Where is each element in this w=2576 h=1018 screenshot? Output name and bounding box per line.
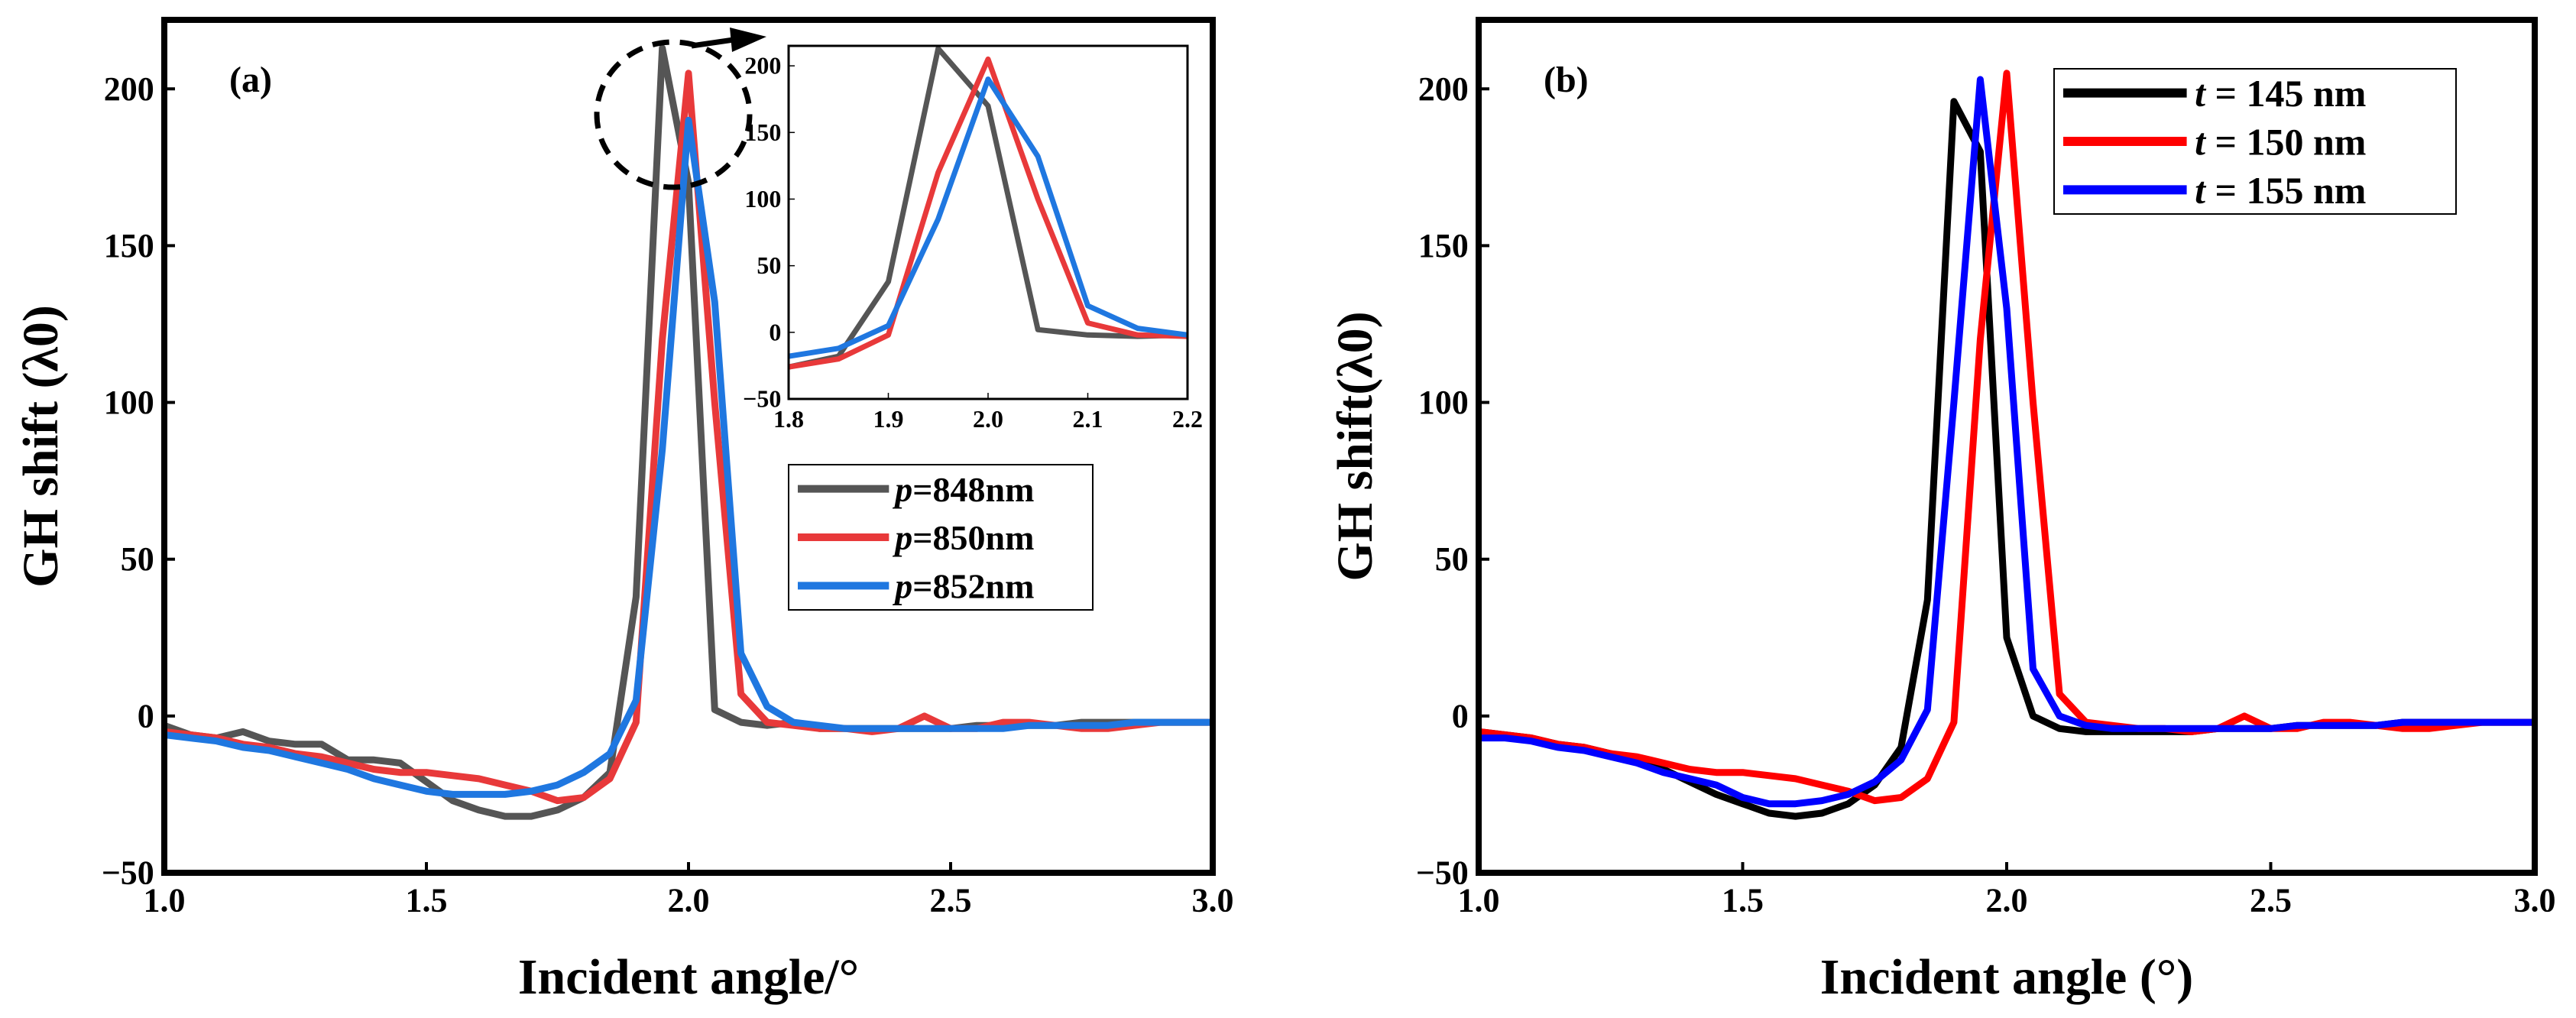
y-tick-label: 100 <box>1418 384 1469 421</box>
y-tick-label: 150 <box>104 227 154 264</box>
legend-value: =848nm <box>912 470 1034 509</box>
legend-value: =852nm <box>912 566 1034 605</box>
legend-value: = 145 nm <box>2205 72 2366 115</box>
zoom-arrow-shaft <box>691 37 734 49</box>
y-tick-label: 0 <box>1452 697 1469 734</box>
zoom-arrow-head <box>730 28 766 52</box>
x-tick-label: 1.5 <box>1722 882 1764 919</box>
legend-var: t <box>2195 121 2207 164</box>
legend-value: = 150 nm <box>2205 121 2366 164</box>
legend-value: =850nm <box>912 518 1034 557</box>
series-line-0 <box>789 46 1188 370</box>
x-tick-label: 2.5 <box>2250 882 2292 919</box>
x-tick-label: 1.0 <box>144 882 186 919</box>
legend-var: p <box>892 566 912 605</box>
x-axis-title: Incident angle (°) <box>1820 949 2193 1005</box>
y-tick-label: 200 <box>104 70 154 108</box>
legend-label-1: t = 150 nm <box>2195 121 2366 164</box>
x-axis-title: Incident angle/° <box>518 949 859 1005</box>
x-tick-label: 3.0 <box>1192 882 1234 919</box>
series-line-2 <box>164 116 1213 798</box>
panel-label: (b) <box>1544 60 1589 100</box>
panel-a: 1.0 1.5 2.0 2.5 3.0 −50 0 50 100 150 200 (a) Inciden… <box>13 17 1234 1005</box>
x-tick-label: 2.0 <box>1986 882 2028 919</box>
x-tick-label: 1.5 <box>406 882 448 919</box>
x-tick-label: 2.0 <box>973 405 1003 433</box>
y-tick-label: 50 <box>121 540 154 578</box>
y-axis-title: GH shift (λ0) <box>13 305 69 588</box>
x-tick-label: 1.0 <box>1458 882 1500 919</box>
legend-var: p <box>892 470 912 509</box>
y-tick-label: 50 <box>1435 540 1469 578</box>
y-tick-label: 200 <box>1418 70 1469 108</box>
legend-var: t <box>2195 72 2207 115</box>
y-tick-label: 0 <box>138 697 154 734</box>
legend-label-1: p=850nm <box>892 518 1034 557</box>
y-tick-label: 150 <box>1418 227 1469 264</box>
panel-b: 1.0 1.5 2.0 2.5 3.0 −50 0 50 100 150 200 (b) Inciden… <box>1327 17 2556 1005</box>
legend-label-0: t = 145 nm <box>2195 72 2366 115</box>
x-tick-label: 2.1 <box>1073 405 1103 433</box>
series-line-1 <box>789 56 1188 370</box>
highlight-circle <box>594 39 753 190</box>
x-tick-label: 3.0 <box>2514 882 2556 919</box>
x-tick-label: 2.5 <box>930 882 972 919</box>
legend-label-0: p=848nm <box>892 470 1034 509</box>
y-tick-label: 0 <box>769 318 781 345</box>
x-tick-label: 2.0 <box>668 882 710 919</box>
y-axis-title: GH shift(λ0) <box>1327 311 1383 581</box>
y-tick-label: 100 <box>744 185 781 212</box>
legend-label-2: p=852nm <box>892 566 1034 605</box>
y-tick-label: −50 <box>102 854 154 892</box>
y-tick-label: 50 <box>757 251 781 279</box>
legend-label-2: t = 155 nm <box>2195 169 2366 212</box>
legend-var: t <box>2195 169 2207 212</box>
x-tick-label: 1.8 <box>773 405 804 433</box>
panel-label: (a) <box>229 60 272 100</box>
legend-var: p <box>892 518 912 557</box>
y-tick-label: 100 <box>104 384 154 421</box>
series-line-2 <box>789 76 1188 359</box>
y-tick-label: −50 <box>1416 854 1469 892</box>
x-tick-label: 1.9 <box>873 405 904 433</box>
series-line-2 <box>1479 76 2535 808</box>
y-tick-label: 200 <box>744 52 781 79</box>
legend-value: = 155 nm <box>2205 169 2366 212</box>
y-tick-label: −50 <box>743 385 781 413</box>
x-tick-label: 2.2 <box>1172 405 1203 433</box>
